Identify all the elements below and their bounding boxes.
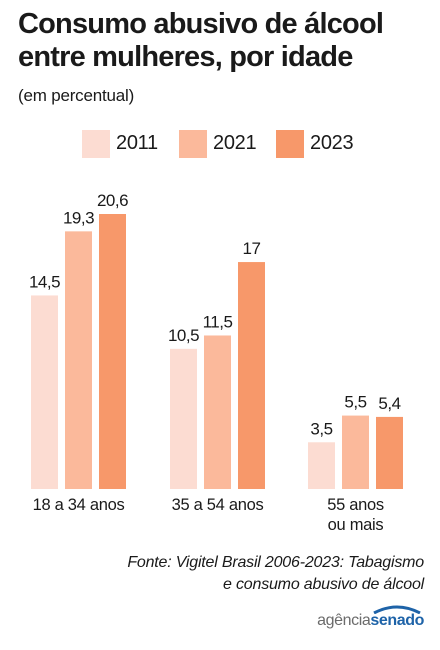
data-label: 17 [243,239,261,258]
data-label: 3,5 [310,419,332,438]
legend-label-2021: 2021 [213,132,257,154]
source-line-2: e consumo abusivo de álcool [223,576,424,593]
bar-2011 [170,348,197,489]
data-label: 20,6 [97,191,128,210]
bar-2023 [99,214,126,489]
source-note: Fonte: Vigitel Brasil 2006-2023: Tabagis… [127,552,424,596]
bar-chart: 14,5 19,320,6 18 a 34 anos 10,511,5 17 35 a 5… [29,191,403,534]
data-label: 11,5 [203,312,233,331]
bar-2021 [204,335,231,489]
legend-swatch-2011 [82,130,110,158]
bar-2021 [342,415,369,489]
legend-swatch-2021 [179,130,207,158]
bar-2023 [238,262,265,489]
logo-text-agencia: agência [317,612,371,629]
bar-2023 [376,416,403,489]
source-line-1: Fonte: Vigitel Brasil 2006-2023: Tabagis… [127,554,424,571]
bar-group: 10,511,5 17 35 a 54 anos [168,239,265,514]
logo-arc-icon [373,605,421,614]
bar-group: 3,5 5,5 5,4 55 anos ou mais [308,393,403,534]
bar-2011 [31,295,58,489]
category-label: ou mais [328,516,384,534]
bar-2021 [65,231,92,489]
logo-text-senado: senado [370,612,424,629]
data-label: 5,5 [344,393,366,412]
agencia-senado-logo: agênciasenado [317,605,424,638]
data-label: 14,5 [29,272,60,291]
data-label: 19,3 [63,208,94,227]
data-label: 5,4 [378,394,400,413]
chart-title: Consumo abusivo de álcool entre mulheres… [18,8,384,73]
legend-swatch-2023 [276,130,304,158]
category-label: 55 anos [327,496,384,514]
bar-2011 [308,442,335,489]
category-label: 18 a 34 anos [33,496,125,514]
category-label: 35 a 54 anos [172,496,264,514]
legend: 2011 2021 2023 [0,130,440,160]
bar-group: 14,5 19,320,6 18 a 34 anos [29,191,129,514]
legend-label-2011: 2011 [116,132,158,154]
legend-label-2023: 2023 [310,132,354,154]
chart-subtitle: (em percentual) [18,86,135,105]
data-label: 10,5 [168,326,199,345]
